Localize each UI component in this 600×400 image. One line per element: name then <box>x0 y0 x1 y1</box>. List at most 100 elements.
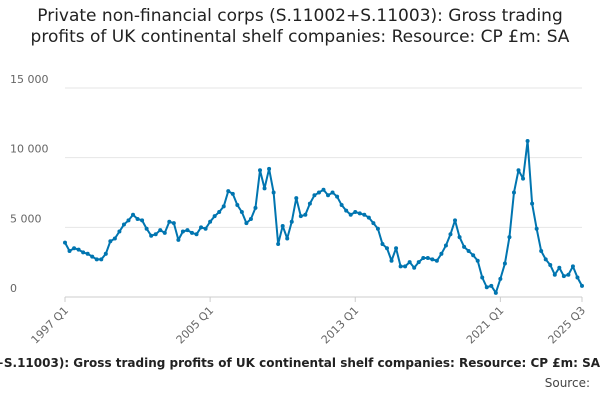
data-point <box>384 246 389 251</box>
data-point <box>539 249 544 254</box>
data-point <box>484 285 489 290</box>
data-point <box>335 194 340 199</box>
data-point <box>149 233 154 238</box>
data-point <box>189 230 194 235</box>
y-tick-label: 10 000 <box>10 143 49 156</box>
y-tick-label: 0 <box>10 282 17 295</box>
data-point <box>507 235 512 240</box>
data-point <box>262 186 267 191</box>
data-point <box>403 264 408 269</box>
data-point <box>135 216 140 221</box>
data-point <box>121 222 126 227</box>
data-point <box>63 240 67 245</box>
data-point <box>230 191 235 196</box>
data-point <box>516 168 521 173</box>
data-point <box>244 221 249 226</box>
data-point <box>443 243 448 248</box>
x-tick-label: 2005 Q1 <box>174 304 217 347</box>
data-point <box>303 212 308 217</box>
data-point <box>580 283 584 288</box>
data-point <box>248 216 253 221</box>
data-point <box>203 226 208 231</box>
data-point <box>176 237 181 242</box>
y-tick-label: 5 000 <box>10 212 42 225</box>
data-point <box>180 229 185 234</box>
x-axis: 1997 Q1 2005 Q1 2013 Q1 2021 Q1 2025 Q3 <box>29 296 589 347</box>
data-point <box>253 205 258 210</box>
data-point <box>502 261 507 266</box>
data-point <box>398 264 403 269</box>
data-point <box>117 229 122 234</box>
data-point <box>561 274 566 279</box>
data-point <box>294 196 299 201</box>
data-point <box>140 218 145 223</box>
chart-title: Private non-financial corps (S.11002+S.1… <box>30 6 570 47</box>
data-point <box>366 215 371 220</box>
data-point <box>267 166 272 171</box>
data-point <box>298 214 303 219</box>
data-point <box>199 225 204 230</box>
data-point <box>289 219 294 224</box>
data-point <box>94 257 99 262</box>
data-point <box>462 244 467 249</box>
data-point <box>271 190 276 195</box>
data-point <box>185 228 190 233</box>
data-point <box>108 239 113 244</box>
data-point <box>162 230 167 235</box>
data-point <box>330 190 335 195</box>
data-point <box>212 214 217 219</box>
y-tick-label: 15 000 <box>10 73 49 86</box>
data-point <box>158 228 163 233</box>
data-point <box>471 253 476 258</box>
data-point <box>412 265 417 270</box>
data-point <box>226 189 231 194</box>
data-point <box>448 232 453 237</box>
data-point <box>131 212 136 217</box>
data-point <box>434 258 439 263</box>
data-point <box>557 265 562 270</box>
data-point <box>321 187 326 192</box>
data-point <box>466 249 471 254</box>
data-point <box>85 251 90 256</box>
data-point <box>498 276 503 281</box>
data-point <box>326 193 331 198</box>
data-point <box>307 201 312 206</box>
data-point <box>339 203 344 208</box>
data-point <box>81 250 86 255</box>
data-point <box>112 236 117 241</box>
data-point <box>421 255 426 260</box>
data-point <box>439 251 444 256</box>
data-point <box>235 203 240 208</box>
data-point <box>316 190 321 195</box>
data-point <box>475 258 480 263</box>
data-point <box>194 232 199 237</box>
data-point <box>493 290 498 295</box>
data-point <box>144 226 149 231</box>
data-point <box>67 249 72 254</box>
data-point <box>530 201 535 206</box>
data-point <box>221 204 226 209</box>
data-point <box>453 218 458 223</box>
data-point <box>480 275 485 280</box>
data-point <box>534 226 539 231</box>
footer-source: Source: <box>544 376 590 390</box>
data-point <box>258 168 263 173</box>
data-point <box>312 193 317 198</box>
data-point <box>543 257 548 262</box>
data-point <box>208 219 213 224</box>
footer-caption-container: Private non-financial corps (S.11002+S.1… <box>0 356 600 372</box>
data-point <box>126 218 131 223</box>
data-point <box>217 210 222 215</box>
data-point <box>430 257 435 262</box>
data-point <box>570 264 575 269</box>
data-point <box>457 235 462 240</box>
data-point <box>575 275 580 280</box>
x-tick-label: 2025 Q3 <box>546 304 589 347</box>
data-point <box>344 208 349 213</box>
data-point <box>171 221 176 226</box>
series-layer <box>63 138 584 295</box>
data-point <box>72 246 77 251</box>
data-point <box>375 226 380 231</box>
data-point <box>566 272 571 277</box>
